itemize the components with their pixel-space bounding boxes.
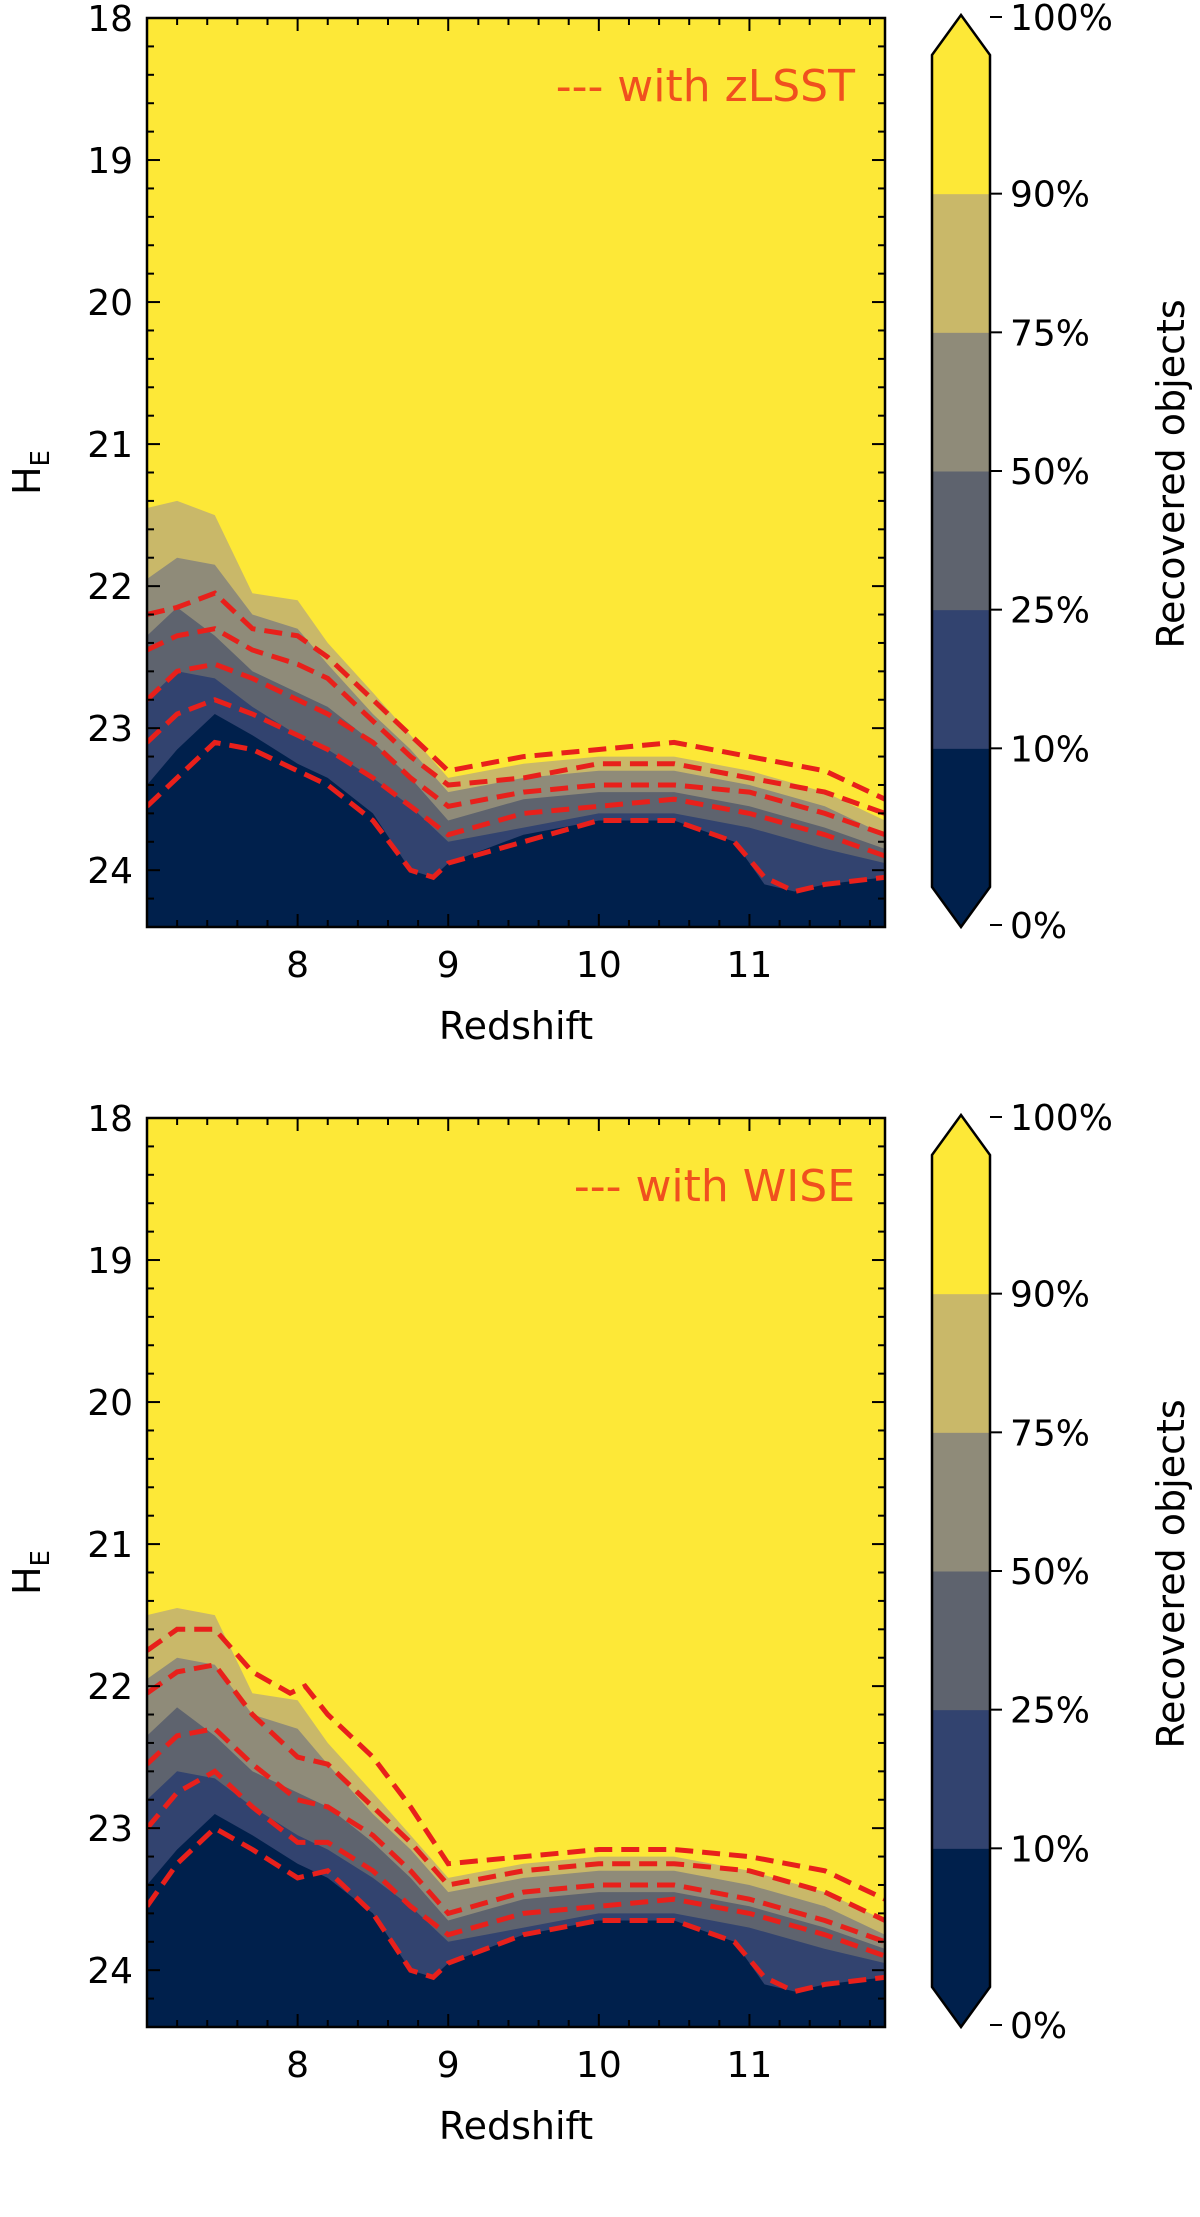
colorbar-tick-label: 100% [1010,0,1113,39]
x-tick-label: 9 [437,945,460,986]
colorbar-label: Recovered objects [1149,299,1193,648]
colorbar-segment-50-75 [932,1432,990,1572]
x-tick-label: 10 [576,945,622,986]
dashed-contour-3 [147,1726,885,1945]
chart-panel-top: 8 9 10 11 18 19 20 21 22 23 24 Redshift HE --- with z… [0,0,1200,1100]
dashed-contour-3 [147,661,885,838]
dashed-contour-5 [147,739,885,895]
y-tick-label: 24 [87,1951,133,1992]
colorbar-segment-0-10 [932,748,990,888]
legend-label: --- with zLSST [556,61,855,112]
colorbar-tick-label: 0% [1010,906,1067,947]
colorbar-segment-50-75 [932,332,990,472]
colorbar [930,12,1002,930]
colorbar-top-arrow [932,15,990,55]
y-tick-label: 19 [87,141,133,182]
filled-contour-10pct [147,1814,885,2027]
colorbar-bottom-arrow [932,1987,990,2027]
colorbar-segment-0-10 [932,1848,990,1988]
colorbar-tick-label: 75% [1010,1413,1090,1454]
dashed-contour-4 [147,1768,885,1959]
y-tick-label: 24 [87,851,133,892]
colorbar-tick-label: 75% [1010,313,1090,354]
colorbar [930,1112,1002,2030]
dashed-contour-1 [147,590,885,802]
plot-area [147,1118,885,2027]
y-tick-label: 19 [87,1241,133,1282]
y-tick-label: 20 [87,1383,133,1424]
colorbar-tick-label: 90% [1010,175,1090,216]
x-axis-label: Redshift [439,2104,593,2148]
colorbar-tick-label: 100% [1010,1100,1113,1139]
dashed-contour-2 [147,626,885,816]
colorbar-segment-75-90 [932,1293,990,1433]
colorbar-label: Recovered objects [1149,1399,1193,1748]
colorbar-tick-label: 10% [1010,729,1090,770]
colorbar-outline [930,12,992,930]
y-tick-label: 18 [87,1100,133,1140]
dashed-contour-5 [147,1825,885,1995]
x-tick-label: 9 [437,2045,460,2086]
x-tick-label: 11 [727,945,773,986]
colorbar-segment-90-100 [932,55,990,195]
y-tick-label: 22 [87,1667,133,1708]
colorbar-tick-label: 25% [1010,591,1090,632]
dashed-contour-4 [147,697,885,859]
y-tick-label: 23 [87,709,133,750]
ticks [147,1118,885,2027]
x-tick-label: 8 [286,945,309,986]
contour-chart-zlsst: 8 9 10 11 18 19 20 21 22 23 24 Redshift HE --- with z… [5,0,1193,1048]
plot-area [147,18,885,927]
colorbar-tick-label: 0% [1010,2006,1067,2047]
colorbar-tick-label: 50% [1010,1552,1090,1593]
y-tick-label: 23 [87,1809,133,1850]
ticks [147,18,885,927]
colorbar-top-arrow [932,1115,990,1155]
y-axis-label: HE [5,1550,56,1595]
colorbar-segment-25-50 [932,471,990,611]
y-tick-label: 20 [87,283,133,324]
legend-label: --- with WISE [574,1161,855,1212]
dashed-contour-1 [147,1626,885,1902]
x-tick-label: 11 [727,2045,773,2086]
x-tick-label: 8 [286,2045,309,2086]
colorbar-bottom-arrow [932,887,990,927]
y-tick-label: 21 [87,1525,133,1566]
colorbar-segment-25-50 [932,1571,990,1711]
dashed-contour-2 [147,1662,885,1923]
filled-contour-10pct [147,714,885,927]
colorbar-tick-label: 50% [1010,452,1090,493]
colorbar-tick-label: 10% [1010,1829,1090,1870]
colorbar-tick-label: 25% [1010,1691,1090,1732]
colorbar-segment-10-25 [932,609,990,749]
colorbar-segment-90-100 [932,1155,990,1295]
colorbar-tick-label: 90% [1010,1275,1090,1316]
colorbar-outline [930,1112,992,2030]
x-axis-label: Redshift [439,1004,593,1048]
y-axis-label: HE [5,450,56,495]
x-tick-label: 10 [576,2045,622,2086]
y-tick-label: 18 [87,0,133,40]
contour-chart-wise: 8 9 10 11 18 19 20 21 22 23 24 Redshift HE --- with W… [5,1100,1193,2148]
chart-panel-bottom: 8 9 10 11 18 19 20 21 22 23 24 Redshift HE --- with W… [0,1100,1200,2200]
y-tick-label: 21 [87,425,133,466]
colorbar-segment-75-90 [932,193,990,333]
colorbar-segment-10-25 [932,1709,990,1849]
y-tick-label: 22 [87,567,133,608]
